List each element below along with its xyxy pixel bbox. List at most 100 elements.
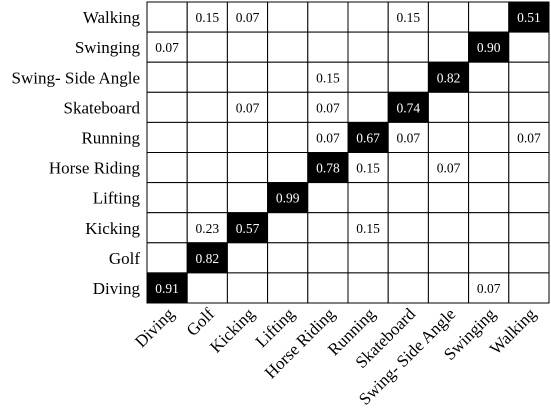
matrix-cell bbox=[186, 212, 228, 244]
matrix-cell bbox=[387, 31, 429, 63]
matrix-cell bbox=[186, 182, 228, 214]
row-label: Swing- Side Angle bbox=[12, 68, 140, 87]
matrix-cell bbox=[427, 212, 470, 244]
row-label: Kicking bbox=[85, 219, 140, 238]
matrix-cell bbox=[146, 91, 188, 123]
matrix-cell bbox=[347, 152, 389, 184]
matrix-cell bbox=[387, 272, 429, 304]
matrix-cell bbox=[427, 121, 470, 154]
row-labels: Walking Swinging Swing- Side Angle Skateboa… bbox=[12, 8, 141, 298]
cell-value-label: 0.51 bbox=[517, 10, 541, 25]
matrix-cell bbox=[307, 1, 349, 33]
matrix-cell bbox=[387, 152, 429, 184]
matrix-cell bbox=[267, 152, 309, 184]
cell-value-label: 0.15 bbox=[356, 221, 380, 236]
cell-value-label: 0.57 bbox=[236, 221, 260, 236]
matrix-cell bbox=[508, 152, 550, 184]
matrix-cell bbox=[387, 182, 429, 214]
matrix-cell bbox=[508, 1, 550, 33]
matrix-cell bbox=[427, 31, 470, 63]
matrix-cell bbox=[347, 61, 389, 93]
row-label: Skateboard bbox=[64, 98, 141, 117]
matrix-cell bbox=[347, 1, 389, 33]
matrix-cell bbox=[226, 152, 269, 184]
cell-value-label: 0.07 bbox=[236, 100, 260, 115]
matrix-cell bbox=[468, 31, 510, 63]
matrix-cell bbox=[387, 61, 429, 93]
matrix-cell bbox=[427, 1, 470, 33]
cell-value-label: 0.07 bbox=[517, 130, 541, 145]
row-label: Running bbox=[81, 128, 140, 147]
matrix-cell bbox=[347, 182, 389, 214]
matrix-cell bbox=[267, 182, 309, 214]
matrix-cell bbox=[146, 121, 188, 154]
matrix-cell bbox=[468, 242, 510, 274]
matrix-cell bbox=[186, 31, 228, 63]
matrix-cell bbox=[387, 242, 429, 274]
matrix-cell bbox=[226, 212, 269, 244]
matrix-cell bbox=[468, 1, 510, 33]
matrix-cell bbox=[508, 212, 550, 244]
cell-value-label: 0.99 bbox=[276, 191, 300, 206]
matrix-cell bbox=[468, 272, 510, 304]
cell-value-label: 0.74 bbox=[396, 100, 420, 115]
cell-value-label: 0.15 bbox=[195, 10, 219, 25]
cell-value-label: 0.07 bbox=[437, 161, 461, 176]
matrix-cell bbox=[307, 152, 349, 184]
column-label: Diving bbox=[131, 304, 178, 351]
matrix-cell bbox=[186, 61, 228, 93]
cell-value-label: 0.07 bbox=[316, 100, 340, 115]
matrix-cell bbox=[226, 182, 269, 214]
matrix-cell bbox=[267, 121, 309, 154]
matrix-cell bbox=[468, 121, 510, 154]
matrix-cell bbox=[267, 212, 309, 244]
matrix-cell bbox=[186, 242, 228, 274]
matrix-cell bbox=[307, 91, 349, 123]
matrix-cell bbox=[427, 91, 470, 123]
matrix-cell bbox=[468, 91, 510, 123]
matrix-cell bbox=[267, 272, 309, 304]
matrix-cell bbox=[146, 1, 188, 33]
column-label: Golf bbox=[183, 304, 219, 340]
cell-value-label: 0.82 bbox=[437, 70, 461, 85]
matrix-cell bbox=[468, 61, 510, 93]
matrix-cell bbox=[226, 121, 269, 154]
cell-value-label: 0.90 bbox=[477, 40, 501, 55]
matrix-cell bbox=[427, 152, 470, 184]
matrix-cell bbox=[186, 91, 228, 123]
matrix-cell bbox=[307, 31, 349, 63]
cell-value-label: 0.78 bbox=[316, 161, 340, 176]
matrix-cell bbox=[347, 212, 389, 244]
cell-value-label: 0.07 bbox=[316, 130, 340, 145]
matrix-cell bbox=[226, 272, 269, 304]
matrix-cell bbox=[347, 31, 389, 63]
cell-value-label: 0.07 bbox=[236, 10, 260, 25]
matrix-cell bbox=[427, 182, 470, 214]
matrix-cell bbox=[226, 1, 269, 33]
matrix-cell bbox=[347, 272, 389, 304]
matrix-cell bbox=[468, 152, 510, 184]
cell-value-label: 0.67 bbox=[356, 130, 380, 145]
matrix-cell bbox=[307, 182, 349, 214]
matrix-cell bbox=[146, 242, 188, 274]
matrix-cell bbox=[186, 121, 228, 154]
matrix-cell bbox=[307, 272, 349, 304]
matrix-cell bbox=[508, 91, 550, 123]
matrix-cell bbox=[508, 242, 550, 274]
matrix-cell bbox=[226, 61, 269, 93]
cell-value-label: 0.23 bbox=[195, 221, 219, 236]
row-label: Walking bbox=[83, 8, 141, 27]
matrix-cell bbox=[508, 31, 550, 63]
cell-value-label: 0.07 bbox=[477, 281, 501, 296]
matrix-cell bbox=[307, 242, 349, 274]
matrix-cells: 0.15 0.07 0.15 0.51 0.07 0.90 0.15 0.82 0.07 0.07… bbox=[146, 1, 550, 304]
matrix-cell bbox=[267, 31, 309, 63]
cell-value-label: 0.15 bbox=[356, 161, 380, 176]
matrix-cell bbox=[226, 31, 269, 63]
matrix-cell bbox=[347, 91, 389, 123]
matrix-cell bbox=[146, 61, 188, 93]
row-label: Diving bbox=[93, 279, 141, 298]
matrix-cell bbox=[508, 61, 550, 93]
matrix-cell bbox=[146, 152, 188, 184]
